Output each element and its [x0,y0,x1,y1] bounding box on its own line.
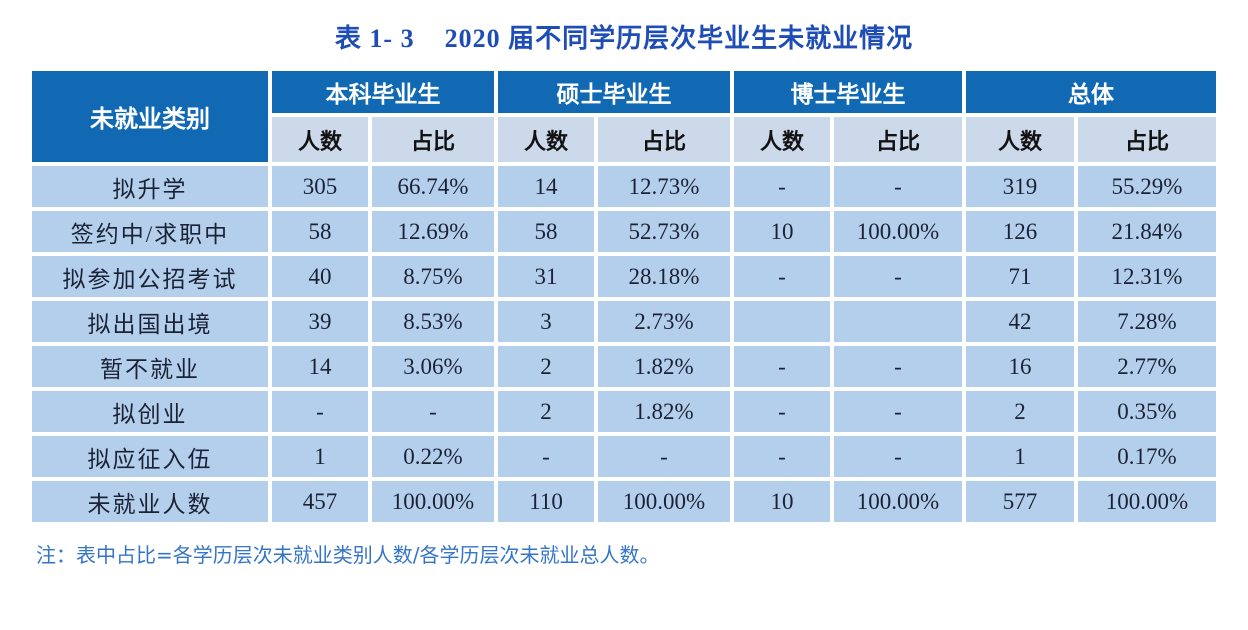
cell-value: 1 [966,436,1074,477]
cell-value: 100.00% [1078,481,1216,522]
cell-value: 2 [498,346,594,387]
row-category: 暂不就业 [32,346,268,387]
table-title: 表 1- 3 2020 届不同学历层次毕业生未就业情况 [334,24,914,53]
cell-value: - [834,256,962,297]
cell-value: 39 [272,301,368,342]
cell-value: 42 [966,301,1074,342]
cell-value: 0.17% [1078,436,1216,477]
cell-value: 8.75% [372,256,494,297]
table-row: 拟升学 305 66.74% 14 12.73% - - 319 55.29% [32,166,1216,207]
subheader-count: 人数 [272,117,368,162]
cell-value: 100.00% [372,481,494,522]
cell-value: 1.82% [598,346,730,387]
cell-value: 31 [498,256,594,297]
cell-value: 0.22% [372,436,494,477]
cell-value: 10 [734,481,830,522]
cell-value: - [734,391,830,432]
cell-value: 100.00% [834,211,962,252]
cell-value: 2.77% [1078,346,1216,387]
table-row: 拟出国出境 39 8.53% 3 2.73% 42 7.28% [32,301,1216,342]
cell-value: 12.69% [372,211,494,252]
row-category: 拟应征入伍 [32,436,268,477]
table-row: 签约中/求职中 58 12.69% 58 52.73% 10 100.00% 1… [32,211,1216,252]
cell-value: 14 [272,346,368,387]
table-row: 暂不就业 14 3.06% 2 1.82% - - 16 2.77% [32,346,1216,387]
cell-value: - [834,436,962,477]
row-category: 拟出国出境 [32,301,268,342]
group-header-bachelor: 本科毕业生 [272,71,494,113]
cell-value: 21.84% [1078,211,1216,252]
subheader-ratio: 占比 [372,117,494,162]
cell-value: 319 [966,166,1074,207]
cell-value: 71 [966,256,1074,297]
category-header: 未就业类别 [32,71,268,162]
cell-value: 305 [272,166,368,207]
row-category: 拟创业 [32,391,268,432]
cell-value: - [734,346,830,387]
cell-value: - [498,436,594,477]
header-row-subheaders: 人数 占比 人数 占比 人数 占比 人数 占比 [32,117,1216,162]
cell-value: - [834,166,962,207]
cell-value: 0.35% [1078,391,1216,432]
row-category: 拟参加公招考试 [32,256,268,297]
cell-value: - [372,391,494,432]
cell-value: - [734,166,830,207]
row-category: 未就业人数 [32,481,268,522]
cell-value: 2 [966,391,1074,432]
cell-value: 2 [498,391,594,432]
table-row: 拟创业 - - 2 1.82% - - 2 0.35% [32,391,1216,432]
subheader-count: 人数 [734,117,830,162]
cell-value: - [834,346,962,387]
group-header-total: 总体 [966,71,1216,113]
cell-value: 3.06% [372,346,494,387]
subheader-ratio: 占比 [834,117,962,162]
table-row: 拟应征入伍 1 0.22% - - - - 1 0.17% [32,436,1216,477]
cell-value: 8.53% [372,301,494,342]
cell-value: 3 [498,301,594,342]
cell-value: 12.31% [1078,256,1216,297]
cell-value: - [834,391,962,432]
cell-value: 110 [498,481,594,522]
row-category: 拟升学 [32,166,268,207]
cell-value: - [734,436,830,477]
cell-value [734,301,830,342]
table-footnote: 注：表中占比=各学历层次未就业类别人数/各学历层次未就业总人数。 [36,543,660,567]
cell-value: 2.73% [598,301,730,342]
cell-value: 1 [272,436,368,477]
cell-value: 457 [272,481,368,522]
cell-value: - [598,436,730,477]
table-row: 拟参加公招考试 40 8.75% 31 28.18% - - 71 12.31% [32,256,1216,297]
cell-value: 55.29% [1078,166,1216,207]
cell-value: 12.73% [598,166,730,207]
cell-value: 100.00% [598,481,730,522]
cell-value: - [734,256,830,297]
cell-value: 52.73% [598,211,730,252]
subheader-count: 人数 [498,117,594,162]
cell-value: 1.82% [598,391,730,432]
cell-value: 28.18% [598,256,730,297]
cell-value: 58 [498,211,594,252]
cell-value: 126 [966,211,1074,252]
cell-value: 16 [966,346,1074,387]
table-row: 未就业人数 457 100.00% 110 100.00% 10 100.00%… [32,481,1216,522]
cell-value: - [272,391,368,432]
subheader-ratio: 占比 [1078,117,1216,162]
group-header-master: 硕士毕业生 [498,71,730,113]
cell-value: 58 [272,211,368,252]
cell-value: 577 [966,481,1074,522]
cell-value: 7.28% [1078,301,1216,342]
cell-value: 14 [498,166,594,207]
row-category: 签约中/求职中 [32,211,268,252]
group-header-doctor: 博士毕业生 [734,71,962,113]
cell-value: 10 [734,211,830,252]
header-row-groups: 未就业类别 本科毕业生 硕士毕业生 博士毕业生 总体 [32,71,1216,162]
subheader-count: 人数 [966,117,1074,162]
cell-value: 66.74% [372,166,494,207]
cell-value: 40 [272,256,368,297]
cell-value [834,301,962,342]
unemployment-table: 未就业类别 本科毕业生 硕士毕业生 博士毕业生 总体 人数 占比 人数 占比 人… [28,67,1220,526]
subheader-ratio: 占比 [598,117,730,162]
cell-value: 100.00% [834,481,962,522]
